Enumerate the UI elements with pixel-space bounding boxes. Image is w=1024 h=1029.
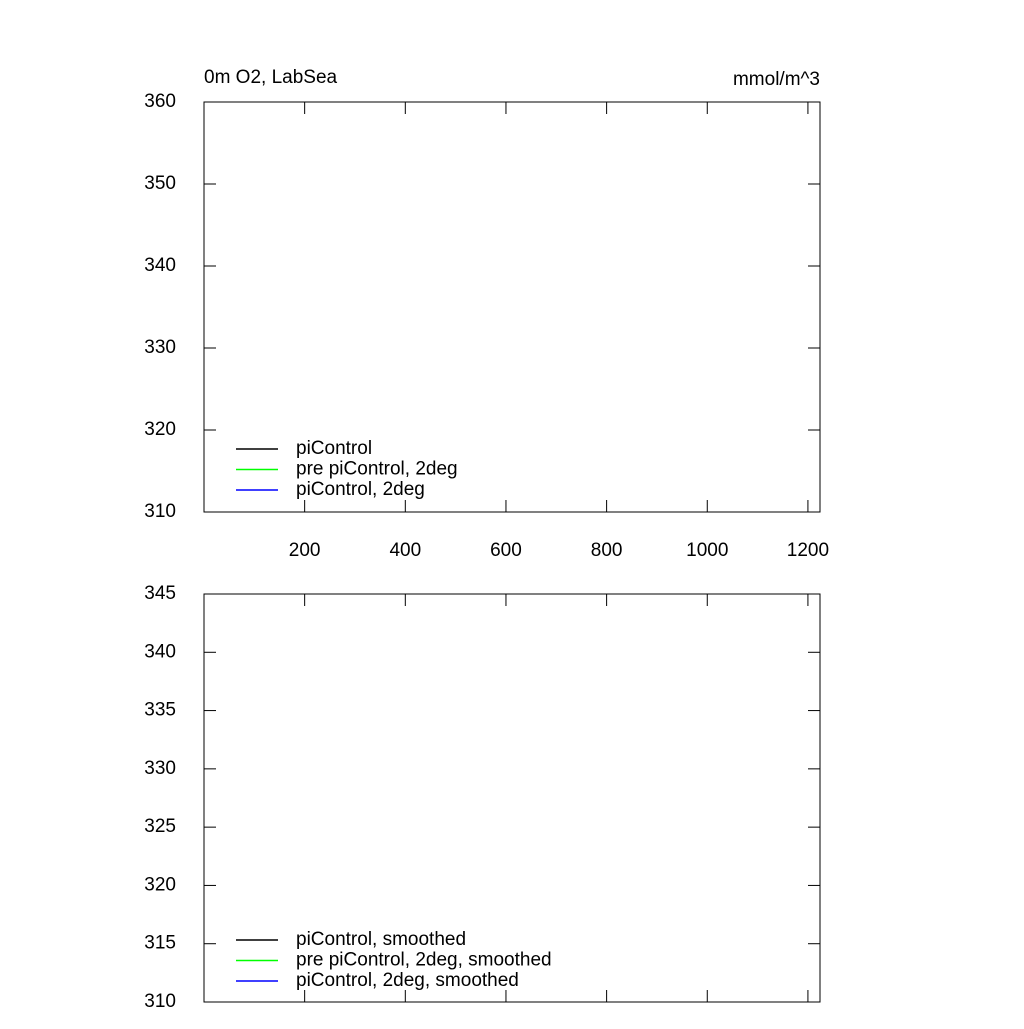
x-tick-label: 200 bbox=[289, 540, 321, 561]
y-tick-label: 310 bbox=[144, 501, 176, 522]
legend-label: piControl, 2deg bbox=[296, 479, 425, 500]
y-tick-label: 340 bbox=[144, 255, 176, 276]
plot-frame bbox=[203, 101, 821, 513]
units-label: mmol/m^3 bbox=[733, 69, 820, 90]
y-tick-label: 345 bbox=[144, 583, 176, 604]
x-tick-label: 600 bbox=[490, 540, 522, 561]
legend-label: piControl bbox=[296, 438, 372, 459]
y-tick-label: 350 bbox=[144, 173, 176, 194]
chart-title: 0m O2, LabSea bbox=[204, 67, 338, 88]
legend-label: piControl, smoothed bbox=[296, 929, 466, 950]
y-tick-label: 315 bbox=[144, 933, 176, 954]
legend-label: piControl, 2deg, smoothed bbox=[296, 970, 519, 991]
y-tick-label: 320 bbox=[144, 874, 176, 895]
x-tick-label: 800 bbox=[591, 540, 623, 561]
x-tick-label: 400 bbox=[389, 540, 421, 561]
y-tick-label: 360 bbox=[144, 91, 176, 112]
x-tick-label: 1000 bbox=[686, 540, 728, 561]
x-tick-label: 1200 bbox=[787, 540, 829, 561]
y-tick-label: 330 bbox=[144, 758, 176, 779]
legend-label: pre piControl, 2deg, smoothed bbox=[296, 950, 552, 971]
y-tick-label: 330 bbox=[144, 337, 176, 358]
y-tick-label: 335 bbox=[144, 700, 176, 721]
y-tick-label: 325 bbox=[144, 816, 176, 837]
plot-frame bbox=[203, 593, 821, 1003]
y-tick-label: 320 bbox=[144, 419, 176, 440]
y-tick-label: 310 bbox=[144, 991, 176, 1012]
y-tick-label: 340 bbox=[144, 641, 176, 662]
legend-label: pre piControl, 2deg bbox=[296, 459, 458, 480]
